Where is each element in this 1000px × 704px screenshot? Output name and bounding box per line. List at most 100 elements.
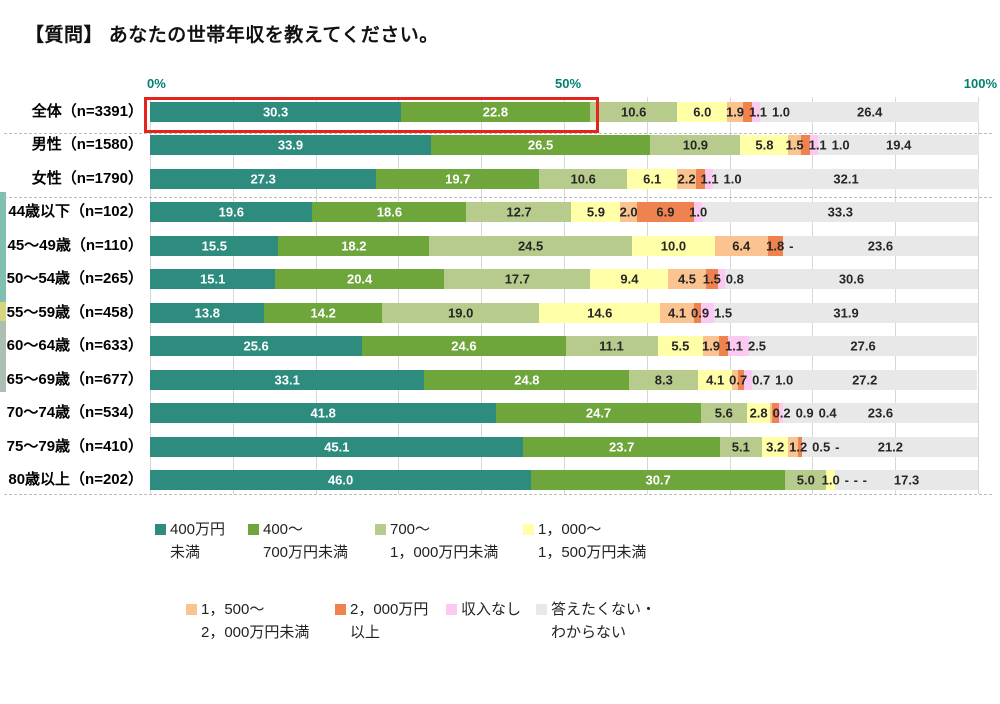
bar-segment-1,500～2,000万円未満	[660, 302, 694, 323]
value-label: 8.3	[654, 372, 673, 388]
bar-segment-1,000～1,500万円未満	[571, 202, 621, 223]
bar-segment-収入なし	[701, 302, 714, 323]
value-label: 1.0	[771, 104, 791, 120]
value-label: 2.8	[749, 405, 768, 421]
value-label: 0.2	[772, 405, 791, 421]
chart-row-bar: 45.1 23.7 5.1 3.2 1.2 0.5- 21.2	[150, 436, 978, 457]
value-label: -	[844, 472, 849, 488]
value-label: 27.2	[852, 372, 878, 388]
value-label: 10.6	[570, 171, 596, 187]
bar-segment-400～700万円未満	[376, 168, 540, 189]
value-label: 27.3	[250, 171, 276, 187]
value-label: 6.9	[656, 204, 675, 220]
bar-segment-400万円未満	[150, 302, 265, 323]
value-label: 0.9	[795, 405, 814, 421]
value-label: 14.6	[587, 305, 613, 321]
legend-item-収入なし: 収入なし	[446, 599, 521, 622]
bar-segment-2,000万円以上	[737, 369, 744, 390]
bar-segment-1,000～1,500万円未満	[698, 369, 733, 390]
bar-segment-答えたくない・わからない	[802, 436, 978, 457]
bar-segment-700～1,000万円未満	[629, 369, 699, 390]
bar-segment-1,000～1,500万円未満	[740, 135, 789, 156]
bar-segment-1,000～1,500万円未満	[746, 403, 771, 424]
value-label: 1.0	[775, 372, 794, 388]
bar-segment-700～1,000万円未満	[565, 336, 658, 357]
value-label: 27.6	[850, 338, 876, 354]
row-label: 50～54歳（n=265）	[6, 270, 143, 288]
left-edge-artifact-green	[0, 302, 6, 321]
value-label: -	[862, 472, 867, 488]
legend-label: 700～ 1，000万円未満	[390, 521, 499, 561]
bar-segment-400～700万円未満	[400, 102, 590, 122]
legend-label: 収入なし	[461, 601, 522, 618]
bar-segment-400万円未満	[150, 235, 279, 256]
value-label: 3.2	[766, 439, 785, 454]
value-label: 1.9	[701, 338, 721, 354]
bar-segment-700～1,000万円未満	[443, 269, 591, 290]
row-label: 60～64歳（n=633）	[6, 337, 143, 355]
bar-segment-400万円未満	[150, 336, 362, 357]
bar-segment-400万円未満	[150, 168, 377, 189]
bar-segment-1,500～2,000万円未満	[788, 135, 801, 156]
row-separator	[4, 493, 992, 495]
value-label: 19.6	[218, 204, 244, 220]
row-label: 44歳以下（n=102）	[8, 203, 143, 221]
value-label: 19.0	[448, 305, 474, 321]
value-label: 32.1	[833, 171, 859, 187]
value-label: 6.4	[732, 238, 751, 254]
value-label: 33.3	[827, 204, 853, 220]
highlight-box	[144, 97, 599, 133]
row-label: 男性（n=1580）	[31, 136, 143, 154]
legend-label: 1，000～ 1，500万円未満	[538, 521, 647, 561]
legend-swatch-icon	[536, 604, 547, 615]
value-label: 1.1	[724, 338, 744, 354]
value-label: 1.1	[700, 171, 719, 187]
chart-row-bar: 19.6 18.6 12.7 5.9 2.0 6.9 1.0 33.3	[150, 202, 978, 223]
value-label: 0.8	[725, 271, 744, 287]
bar-segment-700～1,000万円未満	[429, 235, 632, 256]
bar-segment-1,000～1,500万円未満	[631, 235, 715, 256]
bar-segment-2,000万円以上	[693, 302, 702, 323]
value-label: 1.8	[766, 238, 785, 254]
bar-segment-2,000万円以上	[767, 235, 783, 256]
left-edge-artifact-sage	[0, 321, 6, 392]
legend-item-700～1,000万円未満: 700～ 1，000万円未満	[375, 519, 498, 564]
bar-segment-700～1,000万円未満	[539, 168, 627, 189]
value-label: 0.9	[691, 305, 710, 321]
bar-segment-2,000万円以上	[742, 102, 752, 122]
bar-segment-1,500～2,000万円未満	[703, 336, 719, 357]
value-label: 5.5	[671, 338, 690, 354]
bar-segment-1,500～2,000万円未満	[677, 168, 696, 189]
bar-segment-400万円未満	[150, 269, 276, 290]
legend-item-400万円未満: 400万円 未満	[155, 519, 225, 564]
bar-segment-400～700万円未満	[275, 269, 444, 290]
bar-segment-収入なし	[779, 403, 783, 424]
chart-row-bar: 33.1 24.8 8.3 4.1 0.7 0.7 1.0 27.2	[150, 369, 978, 390]
value-label: 1.5	[785, 137, 804, 153]
bar-segment-2,000万円以上	[705, 269, 718, 290]
legend-label: 答えたくない・ わからない	[551, 601, 657, 641]
value-label: 26.4	[857, 104, 883, 120]
value-label: 6.0	[693, 104, 712, 120]
row-label: 45～49歳（n=110）	[7, 236, 144, 254]
value-label: 2.2	[677, 171, 696, 187]
x-axis-tick: 50%	[554, 76, 582, 91]
bar-segment-2,000万円以上	[718, 336, 728, 357]
legend-label: 400～ 700万円未満	[263, 521, 349, 561]
bar-segment-400万円未満	[150, 469, 531, 490]
value-label: 17.7	[504, 271, 531, 287]
value-label: 1.2	[789, 439, 808, 454]
value-label: 10.6	[621, 104, 647, 120]
value-label: 46.0	[327, 472, 354, 488]
gridline	[812, 97, 814, 494]
chart-row-bar: 41.8 24.7 5.6 2.8 0.2 0.9 0.4 23.6	[150, 403, 978, 424]
gridline	[481, 97, 483, 494]
bar-segment-1,000～1,500万円未満	[657, 336, 704, 357]
value-label: 9.4	[620, 271, 639, 287]
value-label: 1.1	[808, 137, 827, 153]
bar-segment-700～1,000万円未満	[466, 202, 572, 223]
bar-segment-収入なし	[751, 102, 761, 122]
gridline	[729, 97, 731, 494]
gridline	[564, 97, 565, 494]
bar-segment-400～700万円未満	[312, 202, 467, 223]
